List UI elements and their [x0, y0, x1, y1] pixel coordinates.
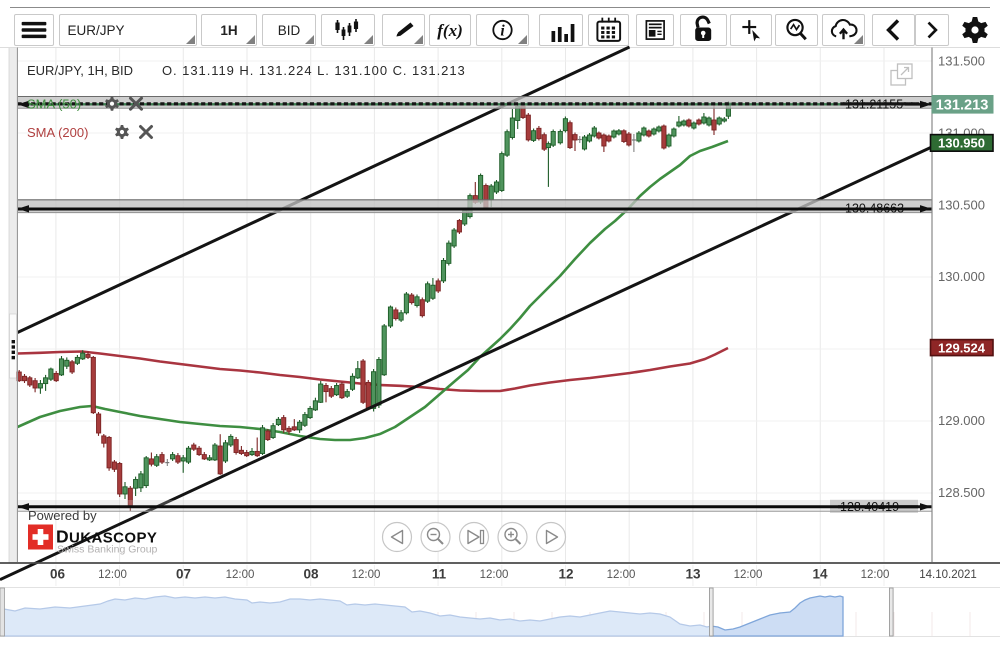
svg-text:12:00: 12:00	[226, 569, 255, 581]
svg-text:EUR/JPY, 1H, BID: EUR/JPY, 1H, BID	[27, 63, 133, 78]
svg-text:12:00: 12:00	[734, 569, 763, 581]
svg-text:Swiss Banking Group: Swiss Banking Group	[57, 544, 158, 556]
svg-text:130.500: 130.500	[938, 197, 985, 212]
svg-text:129.524: 129.524	[938, 340, 986, 355]
svg-text:DUKASCOPY: DUKASCOPY	[56, 527, 157, 547]
svg-text:12:00: 12:00	[480, 569, 509, 581]
svg-text:f(x): f(x)	[437, 21, 462, 40]
svg-text:07: 07	[176, 567, 191, 582]
svg-text:06: 06	[50, 567, 66, 582]
svg-text:12:00: 12:00	[98, 569, 127, 581]
svg-text:130.000: 130.000	[938, 269, 985, 284]
svg-text:11: 11	[432, 567, 447, 582]
svg-text:128.500: 128.500	[938, 485, 985, 500]
svg-text:08: 08	[303, 567, 319, 582]
svg-text:12:00: 12:00	[352, 569, 381, 581]
svg-text:i: i	[500, 23, 505, 40]
svg-text:12:00: 12:00	[607, 569, 636, 581]
svg-text:130.950: 130.950	[938, 136, 985, 151]
svg-text:12: 12	[558, 567, 573, 582]
svg-text:131.500: 131.500	[938, 54, 985, 69]
svg-text:SMA (50): SMA (50)	[27, 97, 81, 112]
svg-text:14: 14	[812, 567, 828, 582]
svg-text:O. 131.119 H. 131.224 L. 131.1: O. 131.119 H. 131.224 L. 131.100 C. 131.…	[162, 63, 466, 78]
svg-text:12:00: 12:00	[861, 569, 890, 581]
svg-text:131.213: 131.213	[936, 97, 989, 113]
svg-text:SMA (200): SMA (200)	[27, 125, 88, 140]
svg-text:129.000: 129.000	[938, 413, 985, 428]
svg-text:14.10.2021: 14.10.2021	[919, 569, 977, 581]
svg-text:Powered by: Powered by	[28, 508, 97, 523]
svg-text:13: 13	[685, 567, 701, 582]
